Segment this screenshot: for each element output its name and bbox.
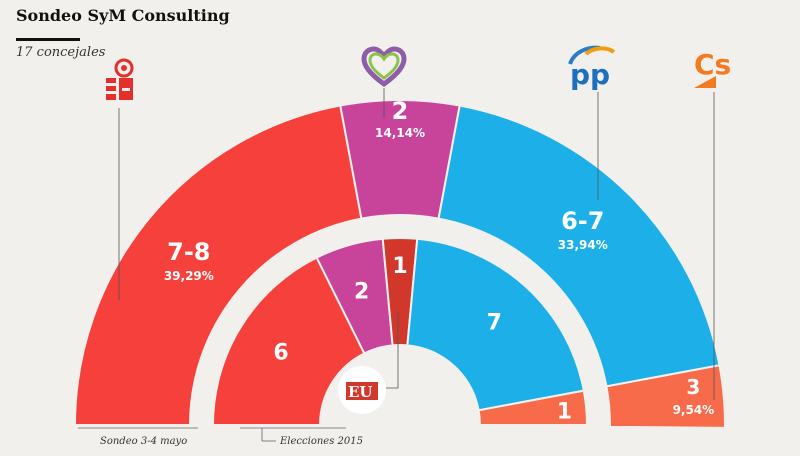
outer-segment-psoe <box>73 104 363 426</box>
legend-sondeo-label: Sondeo 3-4 mayo <box>100 436 187 447</box>
outer-percent-podemos: 14,14% <box>375 126 425 140</box>
outer-segment-pp <box>437 104 721 388</box>
cs-logo: Cs <box>694 48 731 88</box>
svg-text:pp: pp <box>570 58 610 91</box>
inner-segment-cs <box>477 389 589 426</box>
chart-subtitle: 17 concejales <box>16 45 106 60</box>
inner-seats-iu: 1 <box>392 254 407 279</box>
outer-seats-pp: 6-7 <box>561 207 604 235</box>
leader-iu <box>380 312 399 389</box>
outer-ring-sondeo <box>73 99 726 429</box>
outer-seats-psoe: 7-8 <box>167 238 210 266</box>
svg-text:Cs: Cs <box>694 48 731 81</box>
legend-elecciones-label: Elecciones 2015 <box>279 436 363 447</box>
legend-sondeo: Sondeo 3-4 mayo <box>78 427 198 447</box>
outer-percent-psoe: 39,29% <box>164 269 214 283</box>
title-rule <box>16 38 80 41</box>
inner-seats-cs: 1 <box>557 400 572 425</box>
outer-segment-cs <box>605 364 726 429</box>
eu-logo: EU <box>338 366 386 414</box>
inner-seats-podemos: 2 <box>354 279 369 304</box>
inner-segment-pp <box>406 237 585 412</box>
psoe-rose-logo <box>106 58 134 100</box>
outer-seats-podemos: 2 <box>392 97 409 125</box>
legend-elecciones: Elecciones 2015 <box>240 427 363 447</box>
chart-title: Sondeo SyM Consulting <box>16 6 230 25</box>
inner-ring-elecciones <box>211 237 589 426</box>
outer-percent-cs: 9,54% <box>673 403 715 417</box>
outer-percent-pp: 33,94% <box>558 238 608 252</box>
svg-text:EU: EU <box>348 383 373 401</box>
pp-logo: pp <box>568 45 616 91</box>
leader-lines <box>118 88 715 400</box>
inner-seats-psoe: 6 <box>273 340 288 365</box>
inner-segment-psoe <box>211 256 366 426</box>
heart-logo <box>361 46 407 88</box>
inner-seats-pp: 7 <box>487 311 502 336</box>
outer-seats-cs: 3 <box>686 375 700 399</box>
